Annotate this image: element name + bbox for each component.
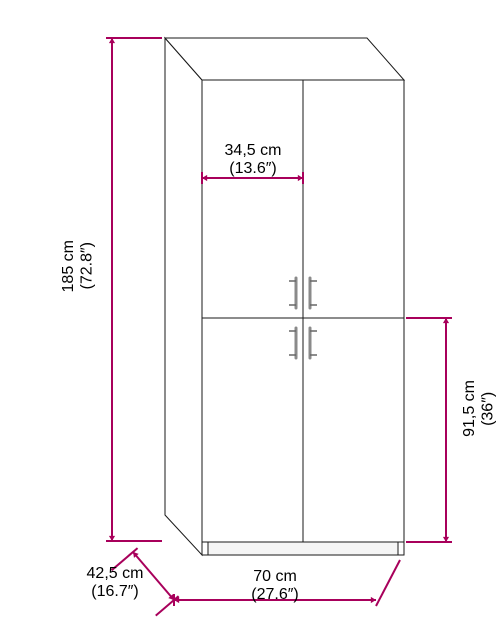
product-dimension-diagram: 185 cm(72.8″) 34,5 cm(13.6″) 91,5 cm(36″… [0,0,500,641]
dim-lowerheight-label: 91,5 cm(36″) [461,380,498,437]
dim-height-label: 185 cm(72.8″) [60,240,97,292]
dim-width-label: 70 cm(27.6″) [225,568,325,605]
diagram-svg [0,0,500,641]
dim-doorwidth-label: 34,5 cm(13.6″) [203,142,303,179]
dim-depth-label: 42,5 cm(16.7″) [50,565,180,602]
